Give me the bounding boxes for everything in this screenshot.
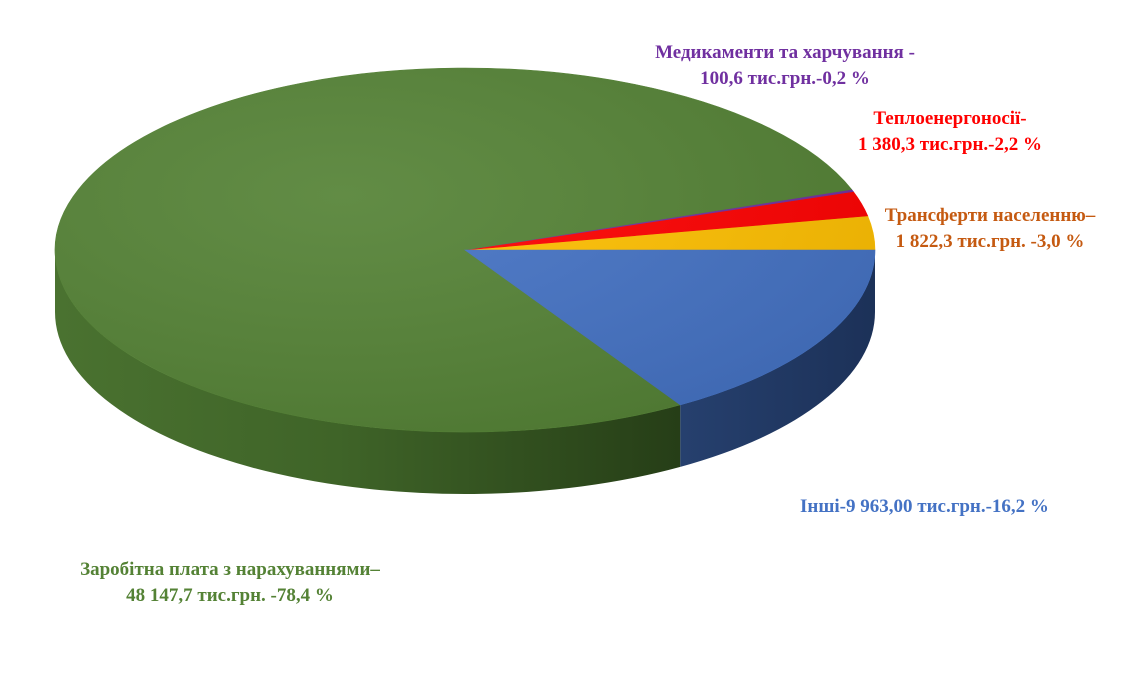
pie-side-other [680, 250, 875, 467]
slice-label-salary: Заробітна плата з нарахуваннями– 48 147,… [20, 557, 440, 609]
slice-label-salary-line1: Заробітна плата з нарахуваннями– [80, 559, 380, 580]
pie-top [54, 67, 876, 433]
slice-label-medicines: Медикаменти та харчування - 100,6 тис.гр… [560, 40, 1010, 92]
slice-label-medicines-line1: Медикаменти та харчування - [655, 42, 915, 63]
slice-label-transfers-line2: 1 822,3 тис.грн. -3,0 % [895, 231, 1085, 252]
pie-side-salary [55, 250, 681, 494]
pie-top-shading [55, 68, 875, 432]
slice-label-salary-line2: 48 147,7 тис.грн. -78,4 % [126, 585, 334, 606]
slice-label-transfers: Трансферти населенню– 1 822,3 тис.грн. -… [855, 203, 1123, 255]
slice-label-medicines-line2: 100,6 тис.грн.-0,2 % [700, 68, 870, 89]
slice-label-heat-energy-line1: Теплоенергоносії- [873, 108, 1027, 129]
slice-label-other-line1: Інші-9 963,00 тис.грн.-16,2 % [800, 496, 1049, 517]
slice-label-heat-energy-line2: 1 380,3 тис.грн.-2,2 % [858, 134, 1042, 155]
slice-label-heat-energy: Теплоенергоносії- 1 380,3 тис.грн.-2,2 % [800, 106, 1100, 158]
slice-label-transfers-line1: Трансферти населенню– [884, 205, 1096, 226]
slice-label-other: Інші-9 963,00 тис.грн.-16,2 % [800, 494, 1100, 520]
pie-sides [55, 250, 875, 494]
